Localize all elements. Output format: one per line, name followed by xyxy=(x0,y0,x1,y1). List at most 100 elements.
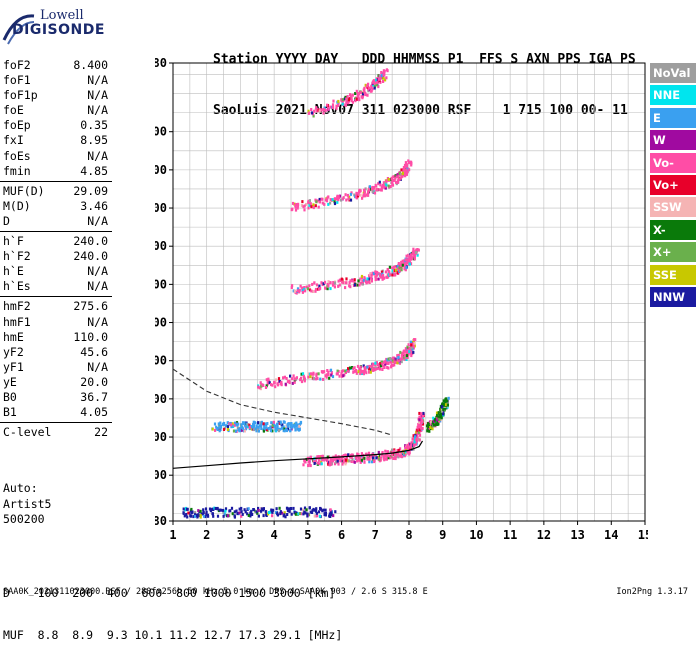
echo-point xyxy=(349,93,352,97)
echo-point xyxy=(262,422,265,426)
echo-point xyxy=(234,421,237,425)
echo-point xyxy=(290,425,293,429)
echo-point xyxy=(268,381,271,385)
echo-point xyxy=(388,265,391,269)
echo-point xyxy=(207,514,210,518)
echo-point xyxy=(355,89,358,93)
echo-point xyxy=(321,454,324,458)
echo-point xyxy=(368,274,371,278)
echo-point xyxy=(379,183,382,187)
echo-point xyxy=(334,510,337,514)
echo-point xyxy=(241,425,244,429)
echo-point xyxy=(286,513,289,516)
echo-point xyxy=(243,508,246,512)
echo-point xyxy=(230,425,233,428)
echo-point xyxy=(418,411,421,415)
echo-point xyxy=(271,429,274,433)
echo-point xyxy=(437,411,440,415)
echo-point xyxy=(348,281,351,285)
echo-point xyxy=(308,506,311,510)
param-value: 45.6 xyxy=(80,344,108,359)
echo-point xyxy=(390,176,393,180)
echo-point xyxy=(271,383,274,387)
echo-point xyxy=(361,369,364,373)
echo-point xyxy=(383,366,386,369)
legend-item: Vo- xyxy=(650,152,696,173)
echo-point xyxy=(333,200,336,204)
echo-point xyxy=(296,206,299,210)
echo-point xyxy=(363,276,366,280)
echo-point xyxy=(306,514,309,518)
echo-point xyxy=(360,458,363,462)
logo-swoosh-icon xyxy=(2,14,35,45)
echo-point xyxy=(252,424,256,428)
echo-point xyxy=(283,513,286,517)
echo-point xyxy=(359,459,362,463)
echo-point xyxy=(193,513,197,517)
echo-point xyxy=(202,508,205,512)
echo-point xyxy=(292,289,295,293)
echo-point xyxy=(390,360,393,364)
logo-line1: Lowell xyxy=(40,8,84,23)
echo-point xyxy=(264,510,267,514)
echo-point xyxy=(415,438,418,442)
echo-point xyxy=(400,268,403,272)
param-value: 8.95 xyxy=(80,133,108,148)
echo-point xyxy=(297,512,300,516)
echo-point xyxy=(405,258,408,262)
echo-point xyxy=(368,188,371,192)
echo-point xyxy=(311,372,314,376)
echo-point xyxy=(357,370,360,374)
echo-point xyxy=(386,358,389,362)
scaled-parameters-panel: foF2 8.400 foF1 N/A foF1p N/A foE N/A foEp 0.35 fx… xyxy=(0,58,112,440)
echo-point xyxy=(307,199,310,203)
param-key: h`E xyxy=(3,264,24,279)
param-value: 275.6 xyxy=(73,299,108,314)
echo-point xyxy=(420,412,423,416)
echo-point xyxy=(373,459,376,462)
echo-point xyxy=(340,280,344,284)
echo-point xyxy=(300,376,303,380)
echo-point xyxy=(282,420,285,424)
param-separator xyxy=(0,296,112,298)
echo-point xyxy=(332,106,335,110)
echo-point xyxy=(290,286,293,289)
echo-point xyxy=(259,381,262,385)
echo-point xyxy=(240,423,243,427)
echo-point xyxy=(218,427,221,431)
echo-point xyxy=(336,371,339,375)
echo-point xyxy=(337,279,340,283)
echo-point xyxy=(283,511,286,515)
echo-point xyxy=(299,507,303,511)
echo-point xyxy=(357,97,360,101)
echo-point xyxy=(369,273,372,277)
echo-point xyxy=(378,180,381,184)
echo-point xyxy=(371,80,374,84)
echo-point xyxy=(358,456,361,460)
echo-point xyxy=(235,422,238,426)
echo-point xyxy=(413,442,416,446)
echo-point xyxy=(363,192,366,196)
echo-point xyxy=(333,281,337,285)
echo-point xyxy=(370,86,373,90)
x-tick-label: 6 xyxy=(338,528,345,542)
echo-point xyxy=(288,509,291,513)
echo-point xyxy=(361,196,364,200)
echo-point xyxy=(367,82,370,86)
echo-point xyxy=(411,443,414,447)
echo-point xyxy=(378,457,381,461)
echo-point xyxy=(359,460,362,464)
echo-point xyxy=(258,424,261,428)
echo-point xyxy=(404,350,407,354)
echo-point xyxy=(381,362,384,366)
echo-point xyxy=(286,509,289,512)
param-row: fmin 4.85 xyxy=(0,164,112,179)
echo-point xyxy=(376,367,379,371)
echo-point xyxy=(391,269,394,273)
echo-point xyxy=(337,99,340,103)
echo-point xyxy=(368,364,371,368)
echo-point xyxy=(298,512,302,515)
echo-point xyxy=(411,445,414,449)
polarization-legend: NoVal NNE E W Vo- Vo+ SSW X- X+ SSE NNW xyxy=(650,63,696,309)
x-tick-label: 13 xyxy=(570,528,584,542)
